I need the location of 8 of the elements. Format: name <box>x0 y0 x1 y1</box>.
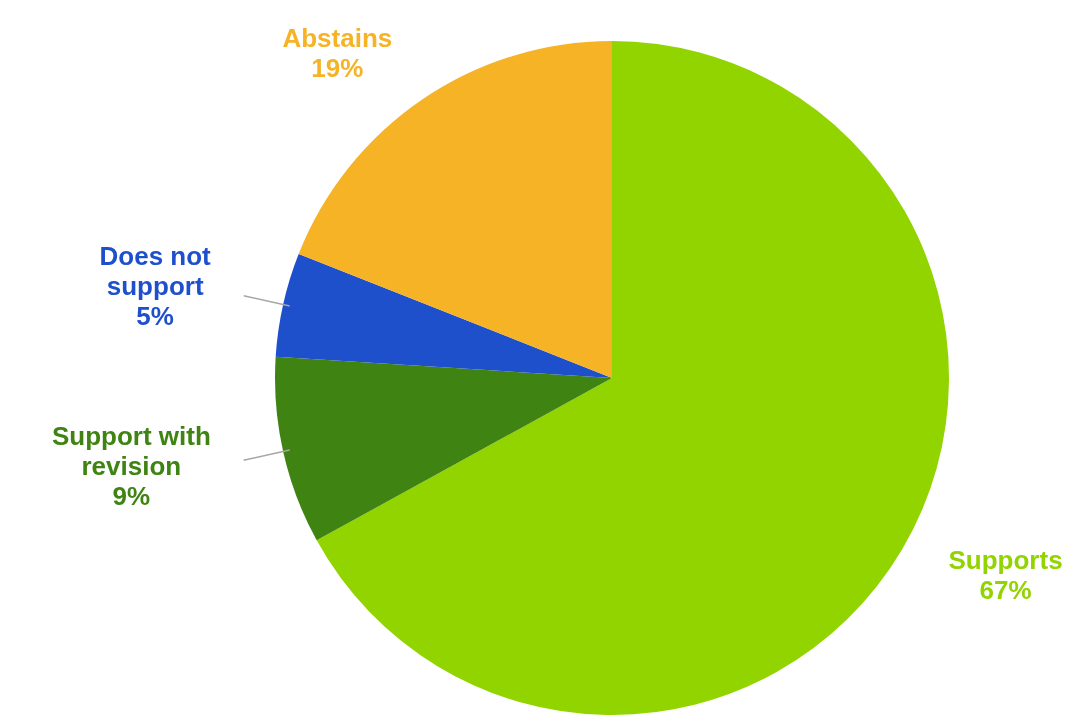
slice-label: Does not support <box>99 241 212 302</box>
data-label: 67% <box>979 575 1032 606</box>
data-label: 19% <box>311 52 364 83</box>
slice-label: Support with revision <box>51 420 211 481</box>
slice-label: Abstains <box>282 22 393 53</box>
data-label: 5% <box>136 301 174 332</box>
slice-label: Supports <box>948 545 1063 576</box>
data-label: 9% <box>112 480 151 511</box>
